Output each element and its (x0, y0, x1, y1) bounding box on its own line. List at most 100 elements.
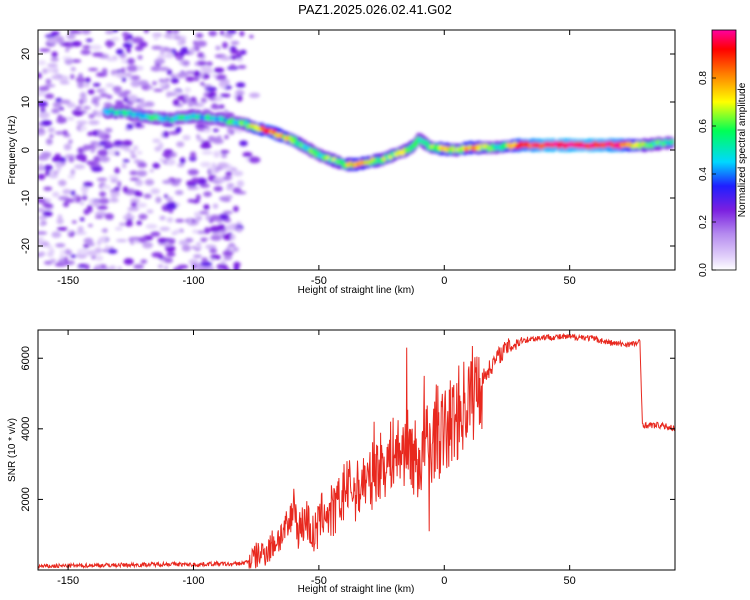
noise-blob (116, 72, 125, 79)
noise-blob (188, 259, 199, 265)
noise-blob (185, 76, 195, 82)
noise-blob (194, 245, 203, 249)
noise-blob (69, 30, 80, 34)
noise-blob (40, 107, 46, 113)
noise-blob (164, 194, 168, 198)
noise-blob (177, 163, 185, 168)
x-tick-label: -100 (182, 575, 204, 587)
noise-blob (124, 72, 133, 77)
noise-blob (129, 150, 136, 155)
noise-blob (39, 221, 46, 227)
noise-blob (64, 57, 74, 65)
noise-blob (44, 93, 55, 99)
noise-blob (137, 162, 148, 168)
noise-blob (182, 60, 190, 66)
noise-blob (137, 191, 143, 197)
noise-blob (53, 67, 59, 75)
noise-blob (38, 173, 46, 180)
noise-blob (71, 40, 82, 47)
noise-blob (189, 47, 195, 54)
noise-blob (177, 264, 189, 269)
noise-blob (220, 150, 230, 154)
colorbar: 0.0 0.2 0.4 0.6 0.8 Normalized spectral ampl… (698, 29, 748, 277)
noise-blob (54, 153, 61, 157)
noise-blob (213, 186, 223, 192)
noise-blob (75, 153, 87, 161)
noise-blob (84, 265, 89, 270)
noise-blob (221, 153, 228, 159)
colorbar-tick-label: 0.2 (698, 215, 709, 229)
noise-blob (236, 227, 242, 233)
y-tick-label: 4000 (20, 417, 32, 441)
noise-blob (223, 254, 233, 261)
noise-blob (176, 72, 186, 79)
noise-blob (203, 191, 212, 197)
noise-blob (201, 257, 208, 263)
noise-blob (219, 196, 229, 201)
noise-blob (136, 150, 143, 155)
noise-blob (91, 166, 103, 172)
noise-blob (195, 194, 201, 201)
noise-blob (56, 39, 65, 44)
noise-blob (85, 38, 93, 42)
noise-blob (91, 99, 99, 104)
y-tick-label: 10 (20, 96, 32, 108)
noise-blob (71, 220, 77, 224)
noise-blob (236, 94, 243, 102)
noise-blob (215, 178, 226, 183)
noise-blob (137, 80, 149, 86)
spectrogram-noise (38, 30, 261, 270)
noise-blob (208, 30, 218, 37)
noise-blob (105, 30, 115, 34)
noise-blob (176, 56, 184, 61)
noise-blob (132, 145, 139, 151)
noise-blob (110, 36, 120, 42)
y-tick-label: 0 (20, 147, 32, 153)
noise-blob (193, 254, 202, 259)
noise-blob (137, 55, 143, 60)
noise-blob (104, 245, 110, 251)
noise-blob (121, 162, 127, 169)
snr-panel: -150 -100 -50 0 50 2000 4000 6000 Height of str… (7, 329, 676, 595)
noise-blob (91, 96, 102, 101)
noise-blob (112, 86, 122, 92)
noise-blob (135, 121, 142, 128)
noise-blob (225, 171, 233, 177)
noise-blob (163, 151, 170, 158)
noise-blob (192, 229, 199, 234)
noise-blob (158, 255, 165, 260)
noise-blob (95, 255, 104, 262)
noise-blob (200, 143, 212, 150)
noise-blob (44, 203, 54, 209)
noise-blob (170, 77, 179, 84)
noise-blob (220, 260, 227, 264)
noise-blob (155, 196, 162, 204)
noise-blob (38, 197, 46, 204)
noise-blob (164, 265, 169, 270)
noise-blob (67, 230, 73, 234)
noise-blob (42, 210, 53, 217)
noise-blob (60, 99, 71, 105)
noise-blob (41, 120, 52, 127)
noise-blob (193, 100, 198, 105)
noise-blob (70, 67, 76, 72)
noise-blob (38, 167, 46, 171)
noise-blob (75, 106, 83, 110)
noise-blob (181, 38, 186, 45)
noise-blob (58, 179, 67, 187)
noise-blob (218, 213, 230, 221)
noise-blob (113, 140, 124, 147)
noise-blob (230, 40, 240, 45)
noise-blob (232, 170, 244, 177)
spectrogram-ridge (102, 104, 675, 172)
noise-blob (152, 81, 157, 86)
noise-blob (229, 245, 234, 252)
noise-blob (127, 206, 140, 212)
noise-blob (237, 65, 247, 69)
x-tick-label: -100 (182, 275, 204, 287)
noise-blob (58, 107, 65, 111)
noise-blob (116, 48, 124, 55)
noise-blob (172, 30, 180, 35)
noise-blob (51, 156, 62, 163)
